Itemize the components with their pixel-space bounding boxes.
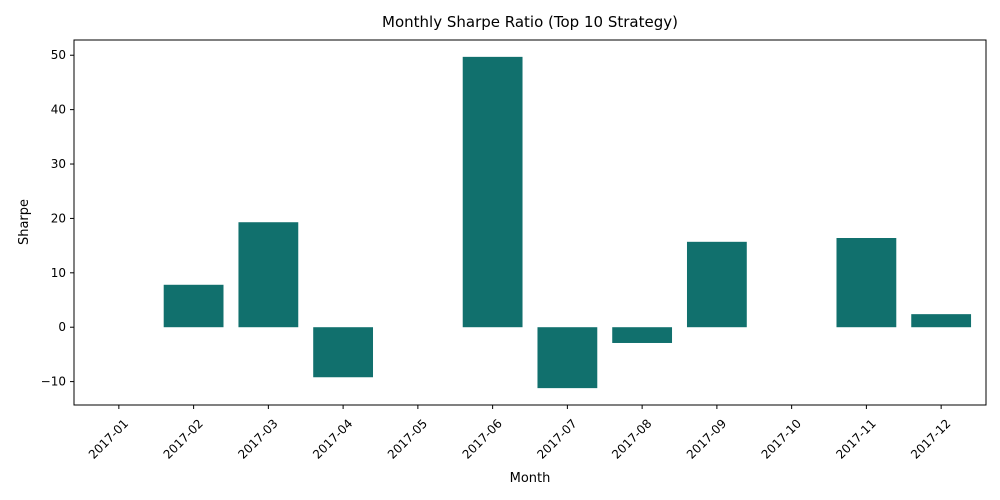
- bar-2017-04: [313, 327, 374, 378]
- x-axis: 2017-01 2017-02 2017-03 2017-04 2017-05 2017-…: [86, 405, 953, 462]
- y-tick-label: −10: [41, 375, 66, 389]
- x-tick-label: 2017-10: [759, 416, 804, 461]
- y-tick-label: 50: [51, 48, 66, 62]
- chart-title: Monthly Sharpe Ratio (Top 10 Strategy): [382, 13, 678, 31]
- x-axis-label: Month: [510, 471, 551, 486]
- bar-2017-08: [612, 327, 673, 343]
- bar-2017-12: [911, 314, 972, 328]
- y-tick-label: 10: [51, 266, 66, 280]
- x-tick-label: 2017-07: [534, 416, 579, 461]
- x-tick-label: 2017-02: [161, 416, 206, 461]
- bar-2017-11: [836, 238, 897, 328]
- y-axis-label: Sharpe: [17, 199, 32, 245]
- y-axis: −10 0 10 20 30 40 50: [41, 48, 74, 389]
- bar-2017-02: [163, 284, 224, 328]
- x-tick-label: 2017-06: [460, 416, 505, 461]
- bar-2017-07: [537, 327, 598, 389]
- y-tick-label: 0: [58, 320, 66, 334]
- bar-2017-03: [238, 222, 299, 328]
- x-tick-label: 2017-11: [833, 416, 878, 461]
- x-tick-label: 2017-04: [310, 416, 355, 461]
- bars: [163, 56, 972, 389]
- x-tick-label: 2017-12: [908, 416, 953, 461]
- plot-frame: [73, 39, 987, 406]
- x-tick-label: 2017-09: [684, 416, 729, 461]
- x-tick-label: 2017-05: [385, 416, 430, 461]
- y-tick-label: 40: [51, 103, 66, 117]
- x-tick-label: 2017-01: [86, 416, 131, 461]
- bar-2017-06: [462, 56, 523, 328]
- bar-2017-09: [686, 241, 747, 328]
- y-tick-label: 20: [51, 211, 66, 225]
- x-tick-label: 2017-03: [235, 416, 280, 461]
- y-tick-label: 30: [51, 157, 66, 171]
- x-tick-label: 2017-08: [609, 416, 654, 461]
